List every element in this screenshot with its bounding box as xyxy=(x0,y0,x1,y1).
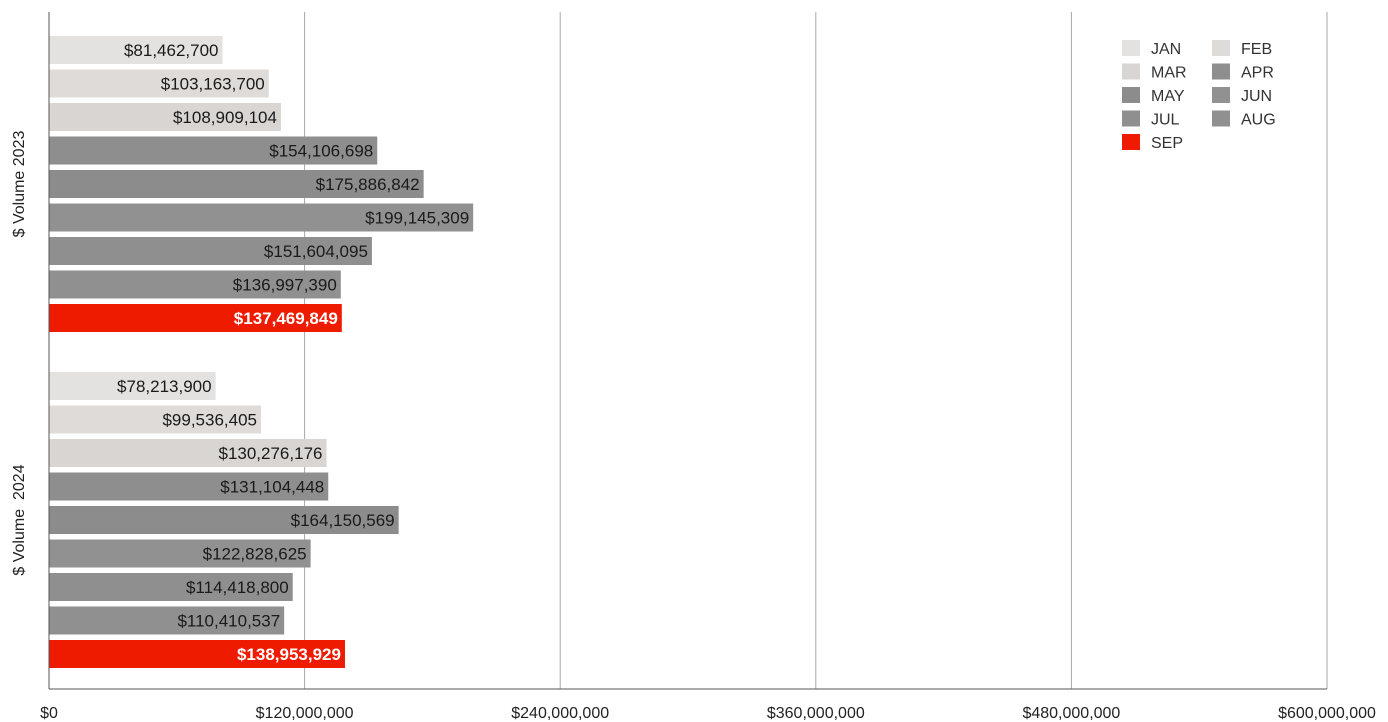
x-tick-label: $240,000,000 xyxy=(511,705,609,722)
legend-swatch xyxy=(1212,40,1230,56)
legend-swatch xyxy=(1212,63,1230,80)
bar xyxy=(49,372,216,400)
bar-value-label: $131,104,448 xyxy=(220,478,324,497)
legend-label: APR xyxy=(1241,65,1274,82)
bar xyxy=(49,136,378,165)
x-axis: $0 $120,000,000 $240,000,000 $360,000,000 $4… xyxy=(40,12,1376,722)
bar-value-label: $138,953,929 xyxy=(237,645,341,664)
legend-swatch xyxy=(1122,40,1140,56)
bar xyxy=(49,506,399,534)
bar-value-label: $130,276,176 xyxy=(218,444,322,463)
bar-value-label: $110,410,537 xyxy=(177,612,280,631)
bar-value-label: $175,886,842 xyxy=(316,175,420,194)
x-tick-label: $480,000,000 xyxy=(1022,705,1120,722)
bar-value-label: $108,909,104 xyxy=(173,108,277,127)
legend-swatch xyxy=(1122,134,1140,150)
bar xyxy=(49,170,424,198)
bar xyxy=(49,237,372,265)
bar-value-label: $114,418,800 xyxy=(186,578,289,597)
group-label: $ Volume 2023 xyxy=(11,131,28,238)
bar-value-label: $122,828,625 xyxy=(203,545,307,564)
legend: JAN FEB MAR APR MAY JUN JUL AUG SEP xyxy=(1122,40,1276,152)
bar-value-label: $137,469,849 xyxy=(234,309,338,328)
bar-value-label: $151,604,095 xyxy=(264,242,368,261)
legend-swatch xyxy=(1212,110,1230,127)
bar xyxy=(49,103,281,131)
group-labels: $ Volume 2023 $ Volume 2024 xyxy=(11,131,28,576)
bar xyxy=(49,472,329,501)
bar xyxy=(49,606,285,635)
legend-label: JUN xyxy=(1241,88,1272,105)
bar xyxy=(49,439,327,467)
bar-value-label: $78,213,900 xyxy=(117,377,212,396)
x-tick-label: $0 xyxy=(40,705,58,722)
bar-value-label: $81,462,700 xyxy=(124,41,219,60)
legend-label: JAN xyxy=(1151,41,1181,58)
group-label: $ Volume 2024 xyxy=(11,464,28,575)
bar-value-label: $199,145,309 xyxy=(365,209,469,228)
legend-swatch xyxy=(1122,63,1140,80)
bar xyxy=(49,539,311,568)
legend-swatch xyxy=(1122,87,1140,103)
bar-value-label: $154,106,698 xyxy=(269,142,373,161)
legend-swatch xyxy=(1212,87,1230,103)
bar xyxy=(49,405,262,434)
bar-value-label: $136,997,390 xyxy=(233,276,337,295)
legend-label: SEP xyxy=(1151,135,1183,152)
legend-swatch xyxy=(1122,110,1140,127)
legend-label: FEB xyxy=(1241,41,1272,58)
bar xyxy=(49,640,345,668)
bar-value-label: $99,536,405 xyxy=(162,411,257,430)
x-tick-label: $360,000,000 xyxy=(767,705,865,722)
bar-value-label: $164,150,569 xyxy=(291,511,395,530)
bar xyxy=(49,203,474,232)
x-tick-label: $600,000,000 xyxy=(1278,705,1376,722)
bar xyxy=(49,270,341,299)
bar xyxy=(49,304,342,332)
legend-label: MAY xyxy=(1151,88,1185,105)
legend-label: AUG xyxy=(1241,112,1276,129)
gridlines xyxy=(304,12,1328,689)
bar-value-label: $103,163,700 xyxy=(161,75,265,94)
bar xyxy=(49,36,223,64)
legend-label: MAR xyxy=(1151,65,1187,82)
bar xyxy=(49,69,269,98)
bars: $81,462,700 $103,163,700 $108,909,104 $154,… xyxy=(49,36,474,668)
legend-label: JUL xyxy=(1151,112,1180,129)
bar xyxy=(49,573,293,601)
x-tick-label: $120,000,000 xyxy=(256,705,354,722)
